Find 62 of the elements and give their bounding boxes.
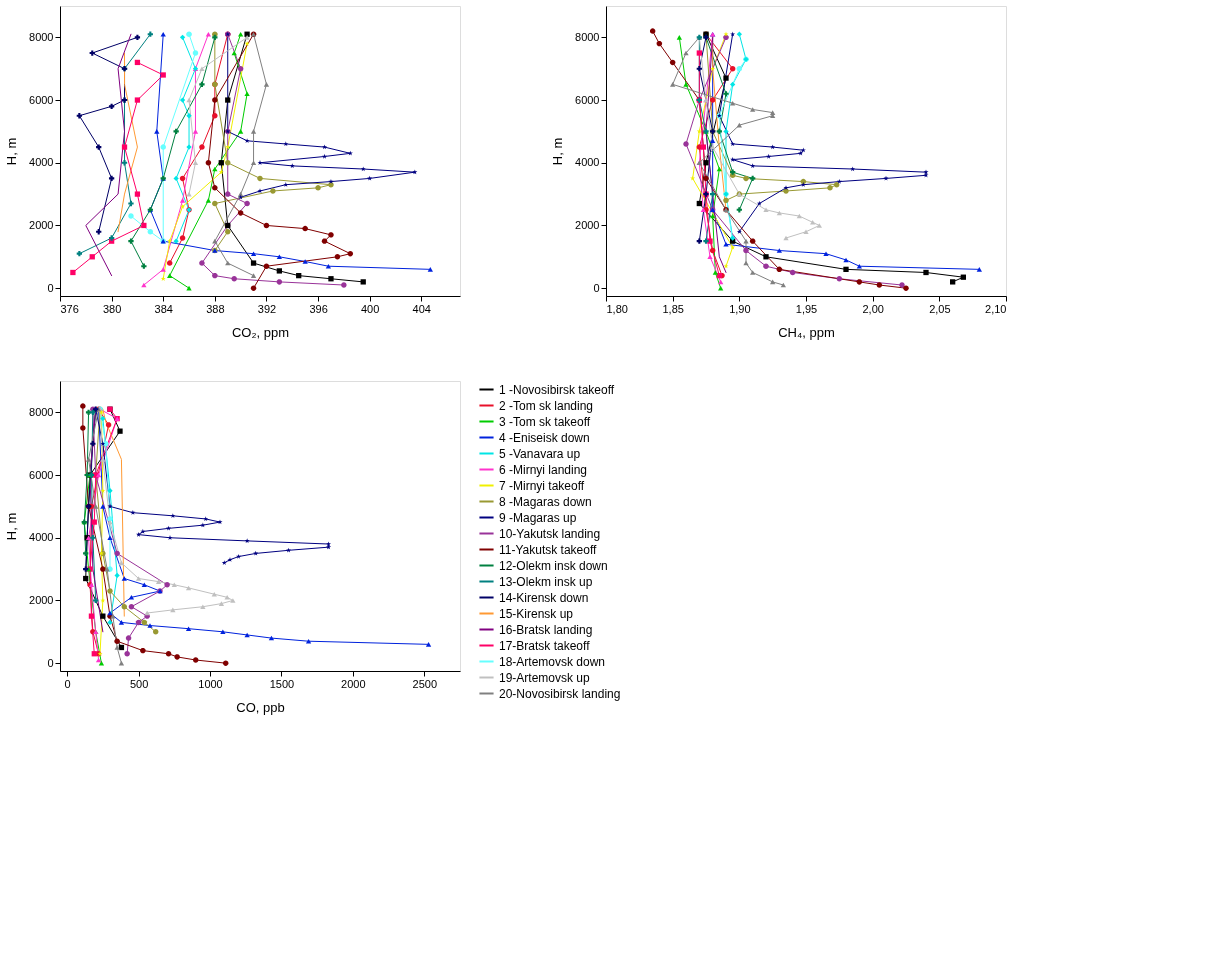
x-tick-label: 2,00 <box>862 302 884 315</box>
x-tick-label: 396 <box>309 302 328 315</box>
x-tick-label: 384 <box>154 302 173 315</box>
x-tick-label: 1,95 <box>795 302 818 315</box>
y-tick-label: 0 <box>593 281 600 294</box>
x-tick-label: 2000 <box>341 677 366 690</box>
x-tick-label: 392 <box>257 302 277 315</box>
legend-label: 15-Kirensk up <box>499 606 574 621</box>
x-axis-title: CH₄, ppm <box>778 324 835 340</box>
y-tick-label: 8000 <box>29 30 54 43</box>
x-tick-label: 1000 <box>198 677 223 690</box>
y-tick-label: 0 <box>47 656 54 669</box>
x-tick-label: 1500 <box>269 677 295 690</box>
y-tick-label: 6000 <box>29 468 54 481</box>
y-tick-label: 6000 <box>575 93 600 106</box>
x-tick-label: 404 <box>412 302 431 315</box>
x-tick-label: 400 <box>361 302 380 315</box>
legend-label: 19-Artemovsk up <box>499 670 591 685</box>
x-tick-label: 388 <box>206 302 225 315</box>
y-axis-title: H, m <box>4 137 20 166</box>
x-tick-label: 2,10 <box>985 302 1007 315</box>
legend-label: 20-Novosibirsk landing <box>499 686 621 701</box>
legend-label: 11-Yakutsk takeoff <box>499 542 598 557</box>
legend-label: 10-Yakutsk landing <box>499 526 601 541</box>
x-tick-label: 1,90 <box>729 302 751 315</box>
legend-label: 16-Bratsk landing <box>499 622 593 637</box>
x-tick-label: 380 <box>102 302 122 315</box>
x-axis-title: CO₂, ppm <box>231 324 290 340</box>
legend-label: 6 -Mirnyi landing <box>499 462 588 477</box>
y-tick-label: 0 <box>47 281 54 294</box>
legend-label: 18-Artemovsk down <box>499 654 606 669</box>
y-tick-label: 6000 <box>29 93 54 106</box>
legend-label: 2 -Tom sk landing <box>499 398 594 413</box>
x-tick-label: 0 <box>64 677 71 690</box>
legend-label: 3 -Tom sk takeoff <box>499 414 591 429</box>
legend-label: 5 -Vanavara up <box>499 446 581 461</box>
legend-label: 8 -Magaras down <box>499 494 592 509</box>
y-tick-label: 8000 <box>575 30 600 43</box>
legend-label: 4 -Eniseisk down <box>499 430 590 445</box>
legend-label: 12-Olekm insk down <box>499 558 608 573</box>
y-axis-title: H, m <box>4 512 20 541</box>
legend-label: 7 -Mirnyi takeoff <box>499 478 585 493</box>
y-tick-label: 2000 <box>29 218 54 231</box>
y-tick-label: 4000 <box>575 156 600 169</box>
y-tick-label: 2000 <box>575 218 600 231</box>
x-tick-label: 1,85 <box>662 302 684 315</box>
legend-label: 9 -Magaras up <box>499 510 577 525</box>
x-tick-label: 2,05 <box>929 302 951 315</box>
x-tick-label: 2500 <box>412 677 438 690</box>
legend-label: 13-Olekm insk up <box>499 574 593 589</box>
legend-label: 1 -Novosibirsk takeoff <box>499 382 615 397</box>
legend-label: 17-Bratsk takeoff <box>499 638 591 653</box>
x-tick-label: 500 <box>129 677 149 690</box>
y-tick-label: 4000 <box>29 156 54 169</box>
y-tick-label: 4000 <box>29 531 54 544</box>
legend-label: 14-Kirensk down <box>499 590 589 605</box>
x-tick-label: 1,80 <box>606 302 628 315</box>
x-axis-title: CO, ppb <box>236 699 285 715</box>
y-tick-label: 2000 <box>29 593 54 606</box>
y-tick-label: 8000 <box>29 405 54 418</box>
x-tick-label: 376 <box>60 302 79 315</box>
y-axis-title: H, m <box>550 137 566 166</box>
